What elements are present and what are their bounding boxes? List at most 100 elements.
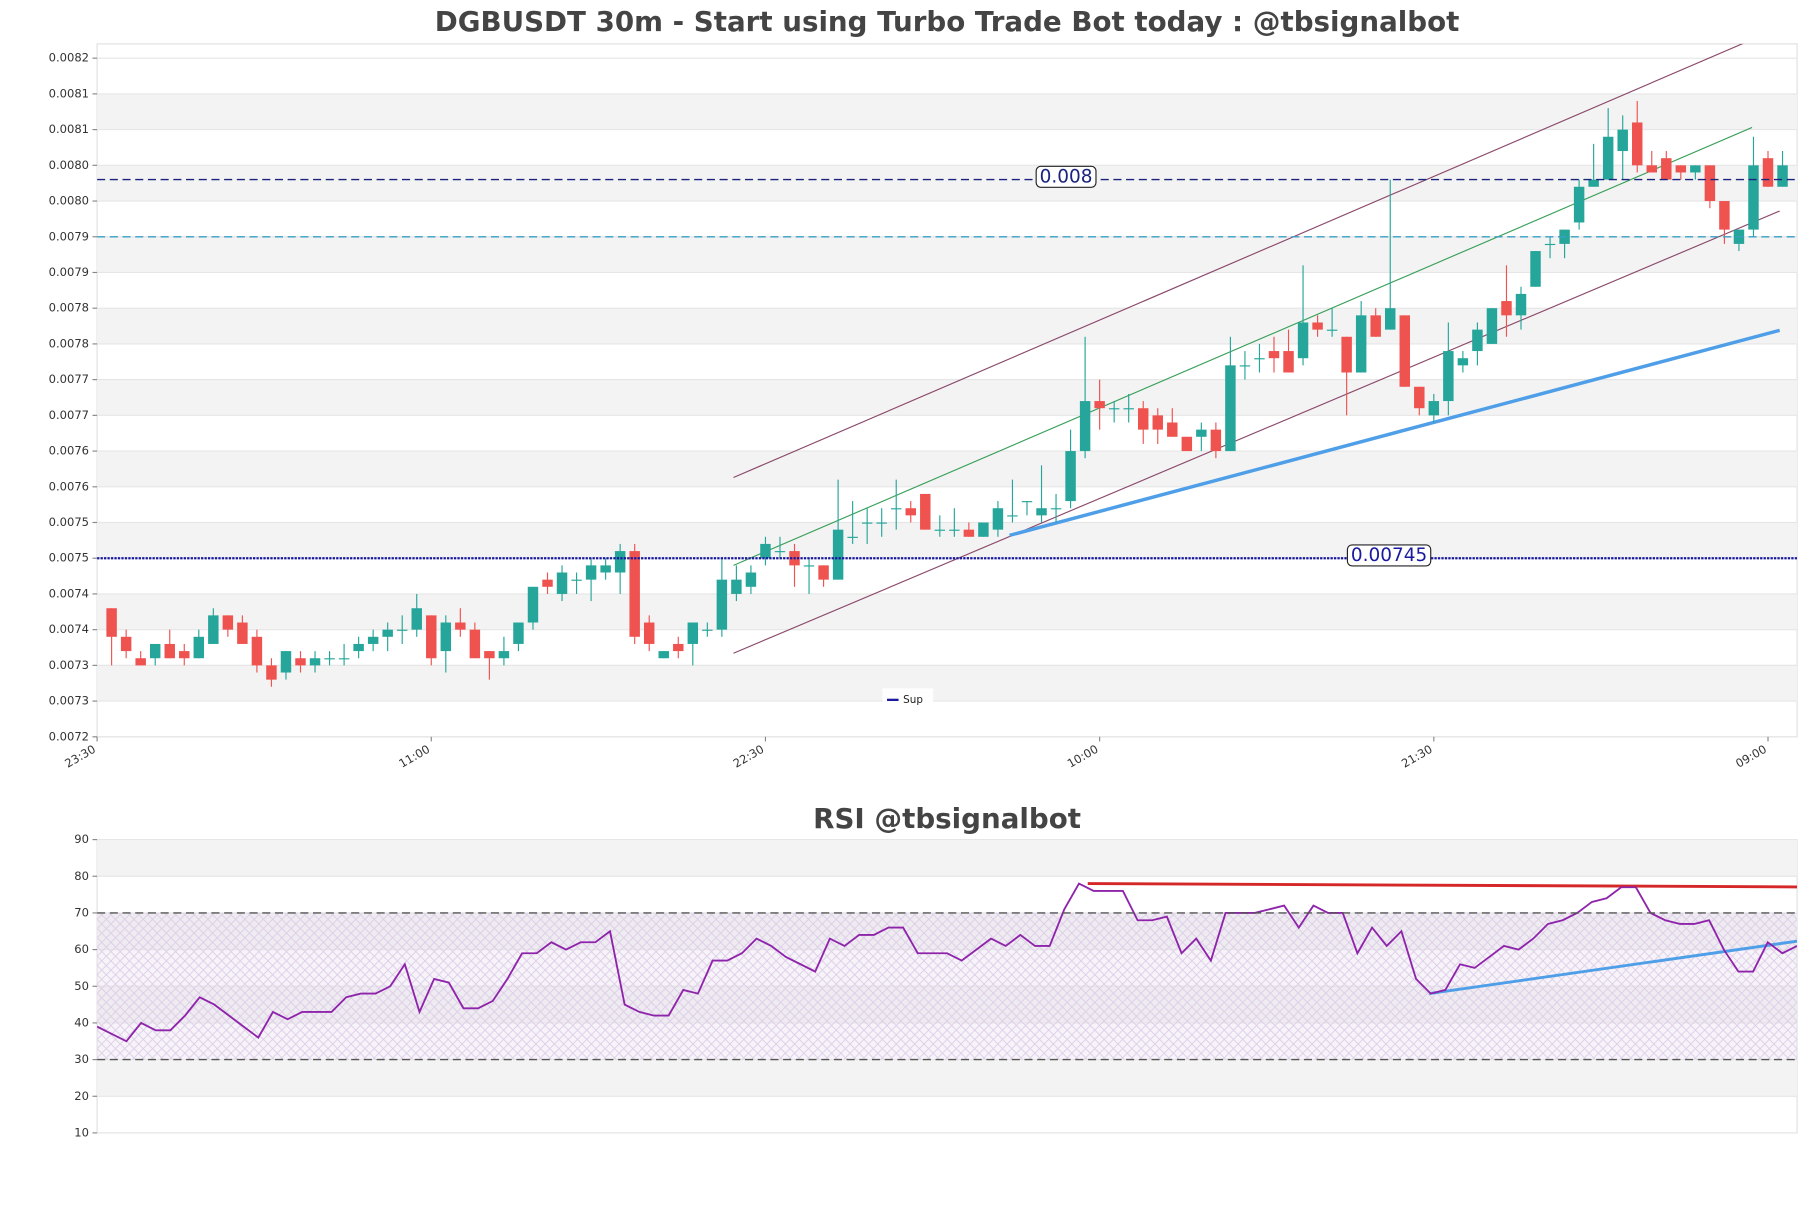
candle-body — [1690, 165, 1701, 173]
candle-body — [731, 579, 742, 594]
h-line-label: 0.008 — [1040, 166, 1093, 187]
candle-body — [309, 658, 321, 666]
y-tick-label: 0.0074 — [49, 586, 89, 600]
candle-body — [1486, 308, 1498, 344]
band — [97, 379, 1798, 416]
candle-body — [1661, 158, 1672, 180]
band — [97, 1059, 1798, 1097]
legend-box — [882, 688, 934, 712]
candle-body — [1370, 315, 1381, 337]
candle-body — [367, 636, 379, 644]
y-tick-label: 0.0078 — [49, 301, 89, 315]
candle-body — [702, 629, 713, 631]
candle-body — [455, 622, 466, 630]
candle-body — [1573, 186, 1585, 223]
candle-body — [1108, 408, 1120, 410]
candle-body — [687, 622, 699, 644]
candle-body — [963, 529, 975, 537]
y-tick-label: 0.0072 — [49, 729, 89, 743]
candle-body — [513, 622, 524, 644]
candle-body — [585, 565, 597, 580]
candle-body — [1167, 422, 1178, 437]
candle-body — [1704, 165, 1716, 202]
x-tick-label: 21:30 — [1399, 742, 1435, 771]
candle-body — [1239, 365, 1251, 367]
candle-body — [774, 551, 786, 553]
band — [97, 593, 1798, 630]
candle-body — [1050, 508, 1062, 510]
candle-body — [440, 622, 452, 652]
candle-body — [1123, 408, 1134, 410]
y-tick-label: 0.0080 — [49, 194, 89, 208]
candle-body — [978, 522, 989, 537]
y-tick-label: 30 — [74, 1052, 89, 1066]
candle-body — [1646, 165, 1657, 173]
y-tick-label: 80 — [74, 869, 89, 883]
candle-body — [542, 579, 553, 587]
candle-body — [149, 643, 161, 659]
chart-title: RSI @tbsignalbot — [813, 802, 1081, 835]
candle-body — [1428, 401, 1440, 416]
y-tick-label: 90 — [74, 832, 89, 846]
rsi-line — [97, 882, 1798, 1043]
candle-body — [1602, 136, 1614, 180]
trend-line — [1429, 939, 1798, 996]
y-tick-label: 0.0073 — [49, 658, 89, 672]
candle-body — [1414, 386, 1425, 409]
candle-body — [673, 643, 684, 652]
candle-body — [861, 522, 873, 524]
candle-body — [1777, 165, 1788, 187]
legend-label: Sup — [903, 694, 923, 706]
candle-body — [1530, 251, 1541, 287]
candle-body — [949, 529, 960, 531]
x-tick-label: 23:30 — [62, 742, 98, 771]
candle-body — [556, 572, 568, 594]
candle-body — [1588, 179, 1599, 187]
candle-body — [905, 508, 916, 516]
candle-body — [411, 608, 422, 630]
candle-body — [179, 651, 190, 659]
x-tick-label: 09:00 — [1733, 742, 1769, 771]
candle-body — [832, 529, 844, 580]
candle-body — [847, 536, 858, 538]
trend-line — [1087, 882, 1798, 889]
candle-body — [1443, 351, 1454, 402]
candle-body — [164, 643, 175, 659]
candle-body — [876, 522, 887, 524]
y-tick-label: 0.0077 — [49, 408, 89, 422]
band — [97, 93, 1798, 130]
candle-body — [1297, 322, 1309, 359]
band — [97, 839, 1798, 877]
candle-body — [469, 629, 481, 659]
y-tick-label: 0.0076 — [49, 479, 89, 493]
candle-body — [1399, 315, 1410, 387]
candle-body — [1341, 336, 1352, 373]
candle-body — [1385, 308, 1396, 330]
candle-body — [426, 615, 437, 659]
label-box — [1346, 544, 1432, 567]
candle-body — [600, 565, 611, 573]
candle-body — [1137, 408, 1149, 430]
band — [97, 165, 1798, 202]
y-tick-label: 0.0073 — [49, 694, 89, 708]
candle-body — [324, 658, 335, 660]
candle-body — [280, 651, 292, 673]
y-tick-label: 0.0081 — [49, 86, 89, 100]
candle-body — [1021, 501, 1033, 503]
y-tick-label: 50 — [74, 979, 89, 993]
candle-body — [571, 579, 582, 581]
candle-body — [1181, 436, 1193, 452]
candle-body — [890, 508, 902, 510]
candle-body — [1268, 351, 1280, 359]
candle-body — [818, 565, 829, 580]
candle-body — [1544, 243, 1556, 246]
candle-body — [222, 615, 234, 630]
y-tick-label: 0.0074 — [49, 622, 89, 636]
candle-body — [745, 572, 757, 587]
y-tick-label: 70 — [74, 905, 89, 919]
candle-body — [1457, 358, 1469, 366]
candle-body — [658, 651, 669, 659]
candle-body — [193, 636, 205, 659]
band — [97, 665, 1798, 702]
